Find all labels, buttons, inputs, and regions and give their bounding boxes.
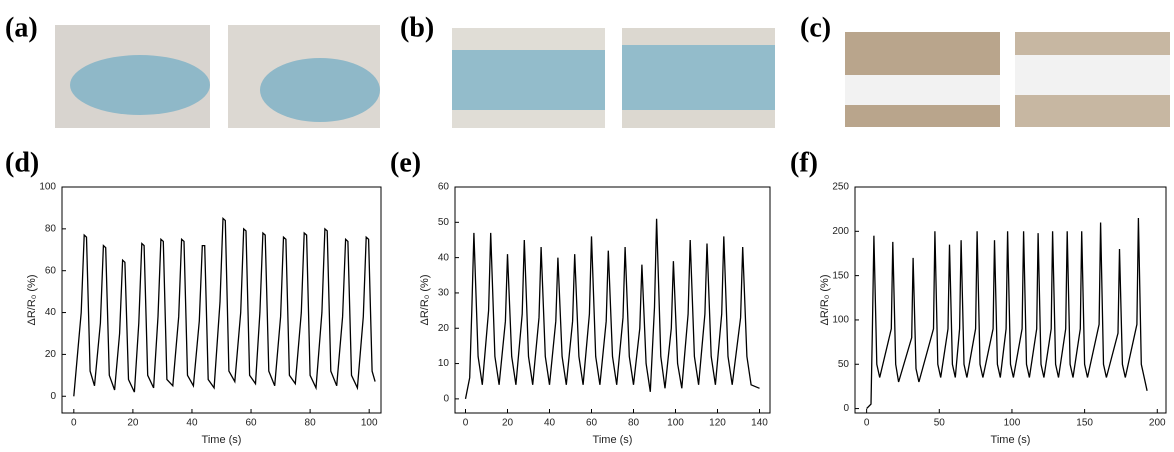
y-tick-label: 20: [45, 349, 57, 360]
glove: [70, 55, 210, 115]
plot-frame: [454, 186, 771, 414]
y-tick-label: 0: [843, 403, 849, 414]
panel-label: (c): [800, 12, 831, 43]
x-axis-title: Time (s): [991, 434, 1031, 446]
glove: [452, 50, 605, 110]
x-tick-label: 40: [544, 418, 556, 429]
x-tick-label: 0: [864, 418, 870, 429]
x-tick-label: 100: [1004, 418, 1021, 429]
glove: [260, 58, 380, 122]
y-tick-label: 100: [39, 182, 56, 193]
y-axis-title: ΔR/R₀ (%): [819, 274, 831, 325]
x-tick-label: 40: [186, 418, 198, 429]
sleeve: [1015, 55, 1170, 95]
plot-frame: [854, 186, 1167, 414]
y-tick-label: 60: [438, 182, 450, 193]
y-tick-label: 50: [838, 359, 850, 370]
y-tick-label: 60: [45, 265, 57, 276]
x-axis-title: Time (s): [202, 434, 242, 446]
glove: [622, 45, 775, 110]
x-tick-label: 100: [667, 418, 684, 429]
sleeve: [845, 75, 1000, 105]
panel-label: (a): [5, 12, 38, 43]
x-tick-label: 80: [305, 418, 317, 429]
y-tick-label: 0: [443, 394, 449, 405]
y-tick-label: 40: [438, 252, 450, 263]
y-tick-label: 20: [438, 323, 450, 334]
x-tick-label: 140: [751, 418, 768, 429]
y-tick-label: 40: [45, 307, 57, 318]
x-tick-label: 20: [127, 418, 139, 429]
x-tick-label: 100: [361, 418, 378, 429]
x-tick-label: 50: [934, 418, 946, 429]
x-tick-label: 150: [1076, 418, 1093, 429]
panel-label: (f): [790, 147, 818, 178]
photos: [55, 25, 1170, 128]
y-tick-label: 200: [832, 226, 849, 237]
y-tick-label: 0: [50, 391, 56, 402]
y-tick-label: 250: [832, 182, 849, 193]
x-tick-label: 80: [628, 418, 640, 429]
x-tick-label: 60: [245, 418, 257, 429]
panel-label: (b): [400, 12, 434, 43]
y-axis-title: ΔR/R₀ (%): [26, 274, 38, 325]
x-tick-label: 0: [71, 418, 77, 429]
data-line: [866, 217, 1148, 410]
x-tick-label: 120: [709, 418, 726, 429]
y-tick-label: 10: [438, 358, 450, 369]
data-line: [73, 216, 376, 397]
y-axis-title: ΔR/R₀ (%): [419, 274, 431, 325]
x-tick-label: 20: [502, 418, 514, 429]
y-tick-label: 30: [438, 288, 450, 299]
plot-frame: [61, 186, 382, 414]
data-line: [464, 218, 760, 400]
x-tick-label: 200: [1149, 418, 1166, 429]
y-tick-label: 100: [832, 315, 849, 326]
y-tick-label: 150: [832, 270, 849, 281]
x-tick-label: 0: [463, 418, 469, 429]
y-tick-label: 50: [438, 217, 450, 228]
panel-label: (e): [390, 147, 421, 178]
x-axis-title: Time (s): [593, 434, 633, 446]
x-tick-label: 60: [586, 418, 598, 429]
y-tick-label: 80: [45, 223, 57, 234]
panel-label: (d): [5, 147, 39, 178]
